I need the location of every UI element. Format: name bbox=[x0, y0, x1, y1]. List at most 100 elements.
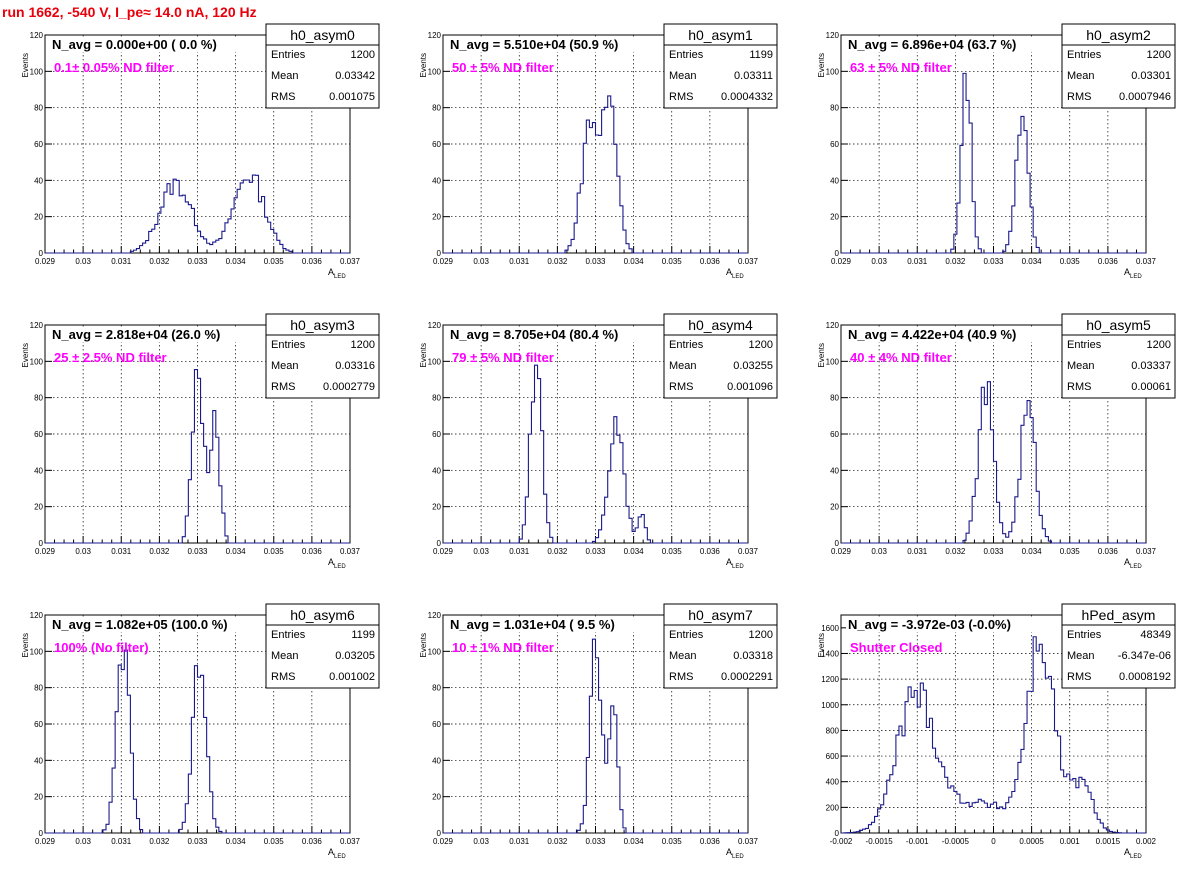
x-tick-label: 0.0005 bbox=[1019, 837, 1044, 846]
x-tick-label: 0.03 bbox=[75, 547, 91, 556]
x-tick-label: 0.029 bbox=[35, 837, 56, 846]
stats-value-entries: 1200 bbox=[749, 339, 773, 351]
y-tick-label: 20 bbox=[432, 793, 441, 802]
y-tick-label: 100 bbox=[30, 357, 44, 366]
filter-annotation: 100% (No filter) bbox=[54, 640, 149, 655]
panel-h0_asym6: 0.029 0.03 0.031 0.032 0.033 0.034 0.035 0.036 0… bbox=[21, 603, 380, 860]
y-tick-label: 120 bbox=[428, 321, 442, 330]
y-tick-label: 600 bbox=[826, 752, 840, 761]
histogram-title: N_avg = 1.082e+05 (100.0 %) bbox=[52, 617, 228, 632]
stats-value-entries: 1200 bbox=[351, 49, 375, 61]
x-tick-label: 0.033 bbox=[983, 257, 1004, 266]
stats-value-mean: 0.03318 bbox=[733, 650, 773, 662]
histogram-title: N_avg = 5.510e+04 (50.9 %) bbox=[450, 37, 618, 52]
x-tick-label: 0.031 bbox=[111, 837, 132, 846]
histogram-line bbox=[45, 369, 350, 544]
x-tick-label: 0.036 bbox=[302, 547, 323, 556]
filter-annotation: 50 ± 5% ND filter bbox=[452, 60, 554, 75]
y-tick-label: 100 bbox=[428, 67, 442, 76]
x-tick-label: 0.029 bbox=[433, 257, 454, 266]
x-tick-label: 0.037 bbox=[738, 837, 759, 846]
x-tick-label: 0.035 bbox=[662, 547, 683, 556]
y-tick-label: 0 bbox=[39, 249, 44, 258]
histogram-line bbox=[841, 636, 1146, 834]
x-tick-label: 0.031 bbox=[111, 257, 132, 266]
y-axis-label: Events bbox=[21, 633, 30, 657]
stats-label-mean: Mean bbox=[669, 360, 697, 372]
stats-label-rms: RMS bbox=[1067, 91, 1091, 103]
y-tick-label: 120 bbox=[826, 31, 840, 40]
stats-label-mean: Mean bbox=[669, 650, 697, 662]
x-tick-label: 0.033 bbox=[585, 837, 606, 846]
x-tick-label: 0.034 bbox=[1022, 257, 1043, 266]
stats-box bbox=[265, 313, 380, 399]
histogram-line bbox=[45, 174, 350, 254]
stats-value-rms: 0.0007946 bbox=[1119, 91, 1171, 103]
y-tick-label: 400 bbox=[826, 778, 840, 787]
y-tick-label: 1400 bbox=[821, 649, 839, 658]
stats-value-rms: 0.0002291 bbox=[721, 671, 773, 683]
y-tick-label: 80 bbox=[830, 104, 839, 113]
y-axis-label: Events bbox=[419, 633, 428, 657]
filter-annotation: 0.1± 0.05% ND filter bbox=[54, 60, 174, 75]
stats-name: h0_asym4 bbox=[688, 317, 753, 333]
stats-label-entries: Entries bbox=[1067, 339, 1102, 351]
title-box bbox=[448, 327, 673, 342]
y-tick-label: 100 bbox=[30, 647, 44, 656]
y-tick-label: 80 bbox=[34, 684, 43, 693]
y-tick-label: 100 bbox=[826, 67, 840, 76]
histogram-title: N_avg = 2.818e+04 (26.0 %) bbox=[52, 327, 220, 342]
y-tick-label: 40 bbox=[34, 756, 43, 765]
y-tick-label: 100 bbox=[826, 357, 840, 366]
y-tick-label: 60 bbox=[432, 430, 441, 439]
x-tick-label: 0.037 bbox=[738, 257, 759, 266]
x-axis-label: ALED bbox=[328, 557, 346, 570]
y-axis-label: Events bbox=[419, 53, 428, 77]
stats-label-rms: RMS bbox=[271, 671, 295, 683]
histogram-title: N_avg = 6.896e+04 (63.7 %) bbox=[848, 37, 1016, 52]
y-tick-label: 120 bbox=[428, 31, 442, 40]
x-tick-label: 0.034 bbox=[226, 257, 247, 266]
x-tick-label: 0.032 bbox=[945, 257, 966, 266]
y-tick-label: 40 bbox=[830, 466, 839, 475]
y-tick-label: 100 bbox=[428, 357, 442, 366]
stats-label-entries: Entries bbox=[271, 49, 306, 61]
y-tick-label: 100 bbox=[30, 67, 44, 76]
histogram-line bbox=[443, 638, 748, 834]
x-tick-label: 0.029 bbox=[831, 257, 852, 266]
stats-value-mean: 0.03337 bbox=[1131, 360, 1171, 372]
stats-name: h0_asym1 bbox=[688, 27, 753, 43]
x-tick-label: 0.037 bbox=[1136, 547, 1157, 556]
filter-annotation: 63 ± 5% ND filter bbox=[850, 60, 952, 75]
stats-box bbox=[663, 313, 778, 399]
stats-value-rms: 0.001075 bbox=[329, 91, 375, 103]
x-tick-label: 0.035 bbox=[1060, 547, 1081, 556]
x-tick-label: 0.031 bbox=[509, 547, 530, 556]
x-tick-label: 0.035 bbox=[1060, 257, 1081, 266]
stats-label-entries: Entries bbox=[669, 49, 704, 61]
stats-name: h0_asym6 bbox=[290, 607, 355, 623]
stats-value-rms: 0.0004332 bbox=[721, 91, 773, 103]
y-axis-label: Events bbox=[21, 53, 30, 77]
stats-label-rms: RMS bbox=[669, 671, 693, 683]
stats-value-rms: 0.00061 bbox=[1131, 381, 1171, 393]
y-tick-label: 40 bbox=[432, 756, 441, 765]
y-tick-label: 20 bbox=[34, 503, 43, 512]
x-tick-label: 0.035 bbox=[264, 837, 285, 846]
stats-label-entries: Entries bbox=[669, 339, 704, 351]
stats-label-mean: Mean bbox=[271, 360, 299, 372]
histogram-line bbox=[841, 72, 1146, 254]
stats-box bbox=[1061, 23, 1176, 109]
x-tick-label: 0.029 bbox=[433, 837, 454, 846]
x-tick-label: -0.002 bbox=[830, 837, 853, 846]
x-tick-label: 0.034 bbox=[1022, 547, 1043, 556]
x-tick-label: 0.033 bbox=[187, 547, 208, 556]
x-axis-label: ALED bbox=[328, 847, 346, 860]
x-tick-label: 0.03 bbox=[75, 257, 91, 266]
stats-box bbox=[663, 603, 778, 689]
x-axis-label: ALED bbox=[726, 267, 744, 280]
y-tick-label: 60 bbox=[830, 140, 839, 149]
stats-value-entries: 1200 bbox=[351, 339, 375, 351]
y-tick-label: 0 bbox=[39, 829, 44, 838]
y-axis-label: Events bbox=[817, 343, 826, 367]
